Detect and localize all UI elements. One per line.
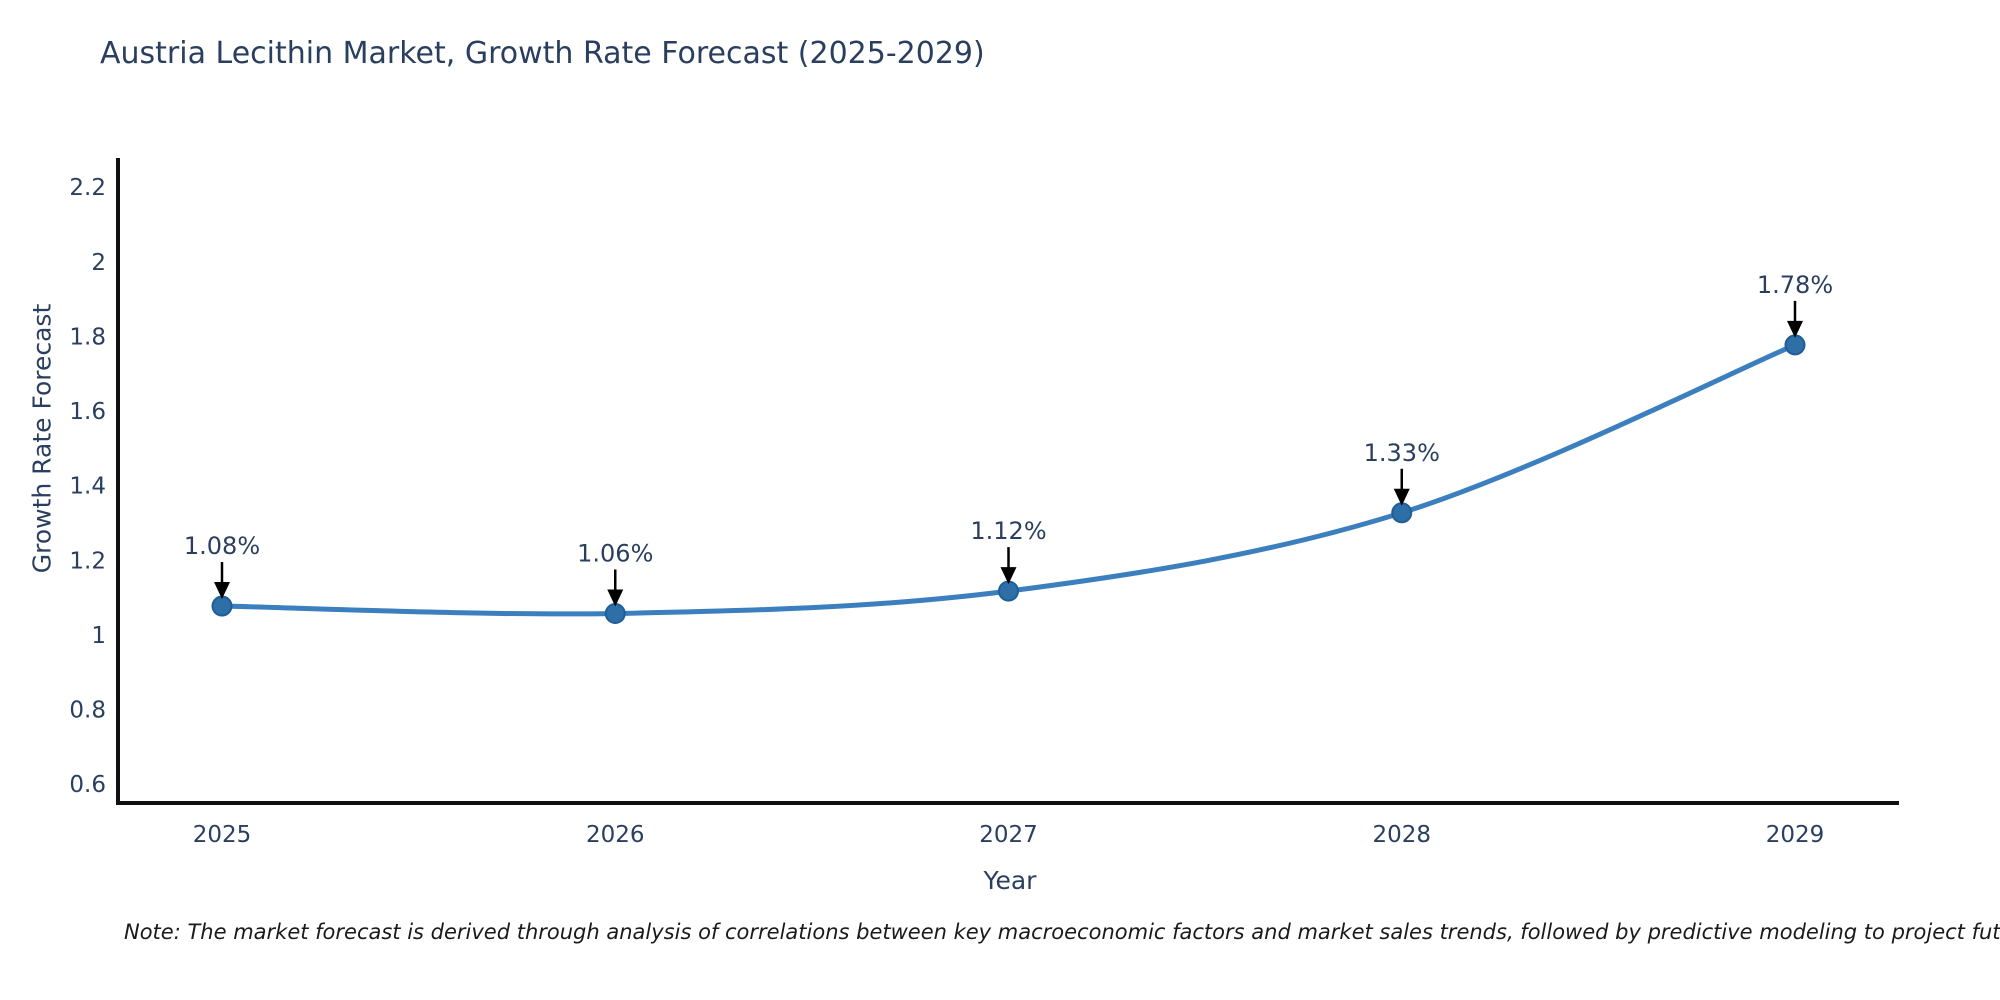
annotation-label: 1.06% xyxy=(577,539,653,567)
footnote-text: Note: The market forecast is derived thr… xyxy=(124,920,2000,944)
annotation-label: 1.08% xyxy=(184,532,260,560)
y-tick-label: 1.6 xyxy=(69,399,106,425)
annotation-arrow-head xyxy=(214,582,230,600)
y-tick-label: 1 xyxy=(91,623,106,649)
x-tick-label: 2025 xyxy=(193,822,252,848)
y-tick-label: 2.2 xyxy=(69,175,106,201)
x-tick-label: 2026 xyxy=(586,822,645,848)
x-tick-label: 2029 xyxy=(1766,822,1825,848)
y-tick-label: 1.8 xyxy=(69,324,106,350)
y-tick-label: 2 xyxy=(91,250,106,276)
y-tick-label: 0.6 xyxy=(69,772,106,798)
y-tick-label: 1.4 xyxy=(69,474,106,500)
y-tick-label: 0.8 xyxy=(69,697,106,723)
x-axis-title: Year xyxy=(983,866,1037,895)
x-tick-label: 2027 xyxy=(979,822,1038,848)
x-tick-label: 2028 xyxy=(1372,822,1431,848)
annotation-label: 1.78% xyxy=(1757,271,1833,299)
annotation-label: 1.33% xyxy=(1364,439,1440,467)
data-point-marker xyxy=(1391,502,1413,524)
data-point-marker xyxy=(1784,334,1806,356)
data-point-marker xyxy=(998,580,1019,602)
annotation-arrow-head xyxy=(1787,320,1803,338)
annotation-arrow-head xyxy=(1000,567,1017,585)
y-axis-title: Growth Rate Forecast xyxy=(27,303,57,574)
annotation-arrow-head xyxy=(1393,488,1410,506)
data-point-marker xyxy=(211,595,233,617)
y-tick-label: 1.2 xyxy=(69,548,106,574)
annotation-label: 1.12% xyxy=(970,517,1046,545)
data-point-marker xyxy=(604,602,626,624)
chart-title: Austria Lecithin Market, Growth Rate For… xyxy=(100,36,985,71)
annotation-arrow-head xyxy=(607,589,624,607)
